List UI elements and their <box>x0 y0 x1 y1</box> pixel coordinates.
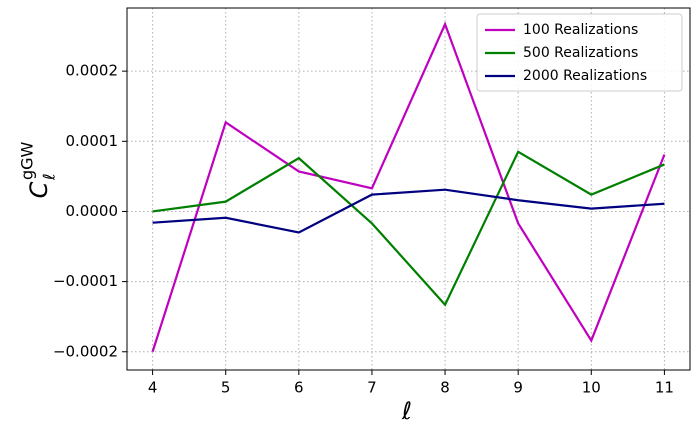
x-tick-label: 6 <box>294 379 304 397</box>
y-label-main: C <box>25 181 53 198</box>
series-line <box>151 21 666 353</box>
x-tick-label: 11 <box>655 379 674 397</box>
x-tick-label: 4 <box>148 379 158 397</box>
x-tick-label: 9 <box>513 379 523 397</box>
series-line <box>152 150 665 307</box>
y-axis-label: C ℓ gGW <box>18 141 59 198</box>
legend: 100 Realizations 500 Realizations 2000 Rea… <box>476 13 683 92</box>
y-tick-label: 0.0001 <box>66 132 119 150</box>
x-axis-label: ℓ <box>401 397 412 425</box>
legend-box <box>476 13 683 92</box>
legend-label: 500 Realizations <box>523 45 638 61</box>
y-label-sub: ℓ <box>40 173 59 181</box>
y-label-sup: gGW <box>18 141 37 180</box>
y-tick-label: −0.0002 <box>53 342 118 360</box>
plot-frame <box>126 7 691 371</box>
y-tick-label: 0.0000 <box>66 202 119 220</box>
x-tick-label: 10 <box>582 379 601 397</box>
legend-label: 2000 Realizations <box>523 68 647 84</box>
x-tick-label: 8 <box>440 379 450 397</box>
x-tick-label: 7 <box>367 379 377 397</box>
y-tick-label: 0.0002 <box>66 62 119 80</box>
y-tick-label: −0.0001 <box>53 272 118 290</box>
series-line <box>152 188 665 234</box>
legend-label: 100 Realizations <box>523 22 638 38</box>
x-tick-label: 5 <box>221 379 231 397</box>
